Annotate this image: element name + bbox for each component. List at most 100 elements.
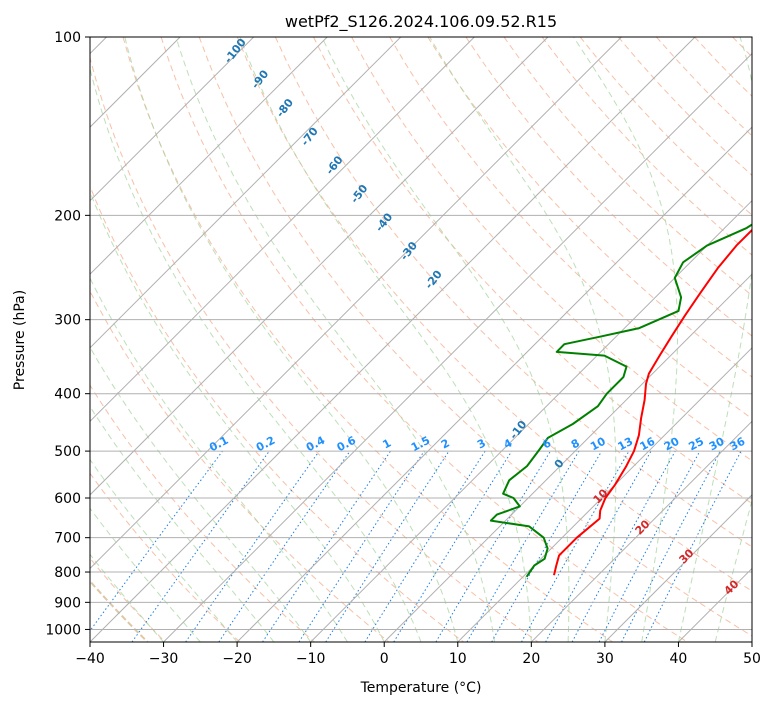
moist-adiabat bbox=[239, 37, 532, 642]
moist-adiabat bbox=[321, 37, 570, 642]
dry-adiabat bbox=[541, 37, 752, 256]
isotherm bbox=[383, 273, 752, 642]
dry-adiabat-label: -30 bbox=[398, 239, 421, 263]
isotherm bbox=[90, 37, 255, 202]
x-tick-label: 0 bbox=[380, 651, 389, 667]
moist-adiabat-label: 30 bbox=[677, 546, 697, 566]
dry-adiabat-label: -70 bbox=[298, 125, 321, 149]
isotherm bbox=[457, 347, 752, 642]
moist-adiabat bbox=[124, 37, 459, 642]
dry-adiabat-label: -80 bbox=[274, 96, 297, 120]
mixing-ratio-label: 20 bbox=[662, 435, 682, 454]
y-tick-label: 800 bbox=[54, 565, 81, 581]
moist-adiabat-label: 40 bbox=[722, 577, 742, 597]
mixing-ratio-line bbox=[364, 450, 486, 642]
y-tick-label: 600 bbox=[54, 491, 81, 507]
plot-frame bbox=[89, 36, 753, 643]
dry-adiabat bbox=[90, 384, 315, 642]
isotherm bbox=[310, 199, 752, 642]
moist-adiabat bbox=[90, 346, 312, 642]
x-tick-label: 20 bbox=[522, 651, 540, 667]
mixing-ratio-label: 6 bbox=[540, 436, 553, 451]
isotherm bbox=[90, 37, 622, 570]
dry-adiabat bbox=[771, 37, 775, 642]
dry-adiabat bbox=[160, 37, 688, 642]
isotherm bbox=[604, 494, 752, 642]
isotherm bbox=[236, 126, 752, 642]
mixing-ratio-label: 2 bbox=[439, 436, 452, 451]
dry-adiabat bbox=[694, 37, 752, 97]
background-lines bbox=[90, 37, 775, 642]
mixing-ratio-line bbox=[90, 450, 223, 632]
dry-adiabat-label: -100 bbox=[222, 36, 249, 66]
mixing-ratio-label: 8 bbox=[569, 436, 582, 451]
dry-adiabat bbox=[465, 37, 752, 337]
profile-lines bbox=[489, 223, 752, 578]
dry-adiabat-label: -60 bbox=[323, 153, 346, 177]
mixing-ratio-line bbox=[325, 450, 450, 642]
moist-adiabat bbox=[175, 37, 496, 642]
y-tick-label: 300 bbox=[54, 313, 81, 329]
isotherm bbox=[90, 37, 549, 496]
mixing-ratio-label: 16 bbox=[638, 435, 658, 454]
moist-adiabat bbox=[90, 553, 164, 642]
dry-adiabat bbox=[90, 472, 241, 642]
mixing-ratio-line bbox=[435, 450, 551, 642]
dry-adiabat bbox=[90, 557, 166, 642]
mixing-ratio-line bbox=[571, 450, 676, 642]
mixing-ratio-line bbox=[218, 450, 351, 642]
moist-adiabat bbox=[90, 190, 385, 642]
x-tick-label: −40 bbox=[75, 651, 105, 667]
moist-adiabat bbox=[429, 37, 617, 642]
mixing-ratio-label: 13 bbox=[616, 435, 636, 454]
moist-adiabat bbox=[90, 458, 238, 642]
x-tick-label: 50 bbox=[743, 651, 761, 667]
dry-adiabat bbox=[90, 185, 464, 642]
dry-adiabat bbox=[274, 37, 752, 548]
isotherm bbox=[90, 37, 402, 349]
mixing-ratio-line bbox=[545, 450, 652, 642]
dry-adiabat bbox=[122, 37, 613, 642]
mixing-ratio-label: 30 bbox=[707, 435, 727, 454]
x-tick-label: 40 bbox=[670, 651, 688, 667]
x-tick-label: 10 bbox=[449, 651, 467, 667]
y-tick-label: 100 bbox=[54, 30, 81, 46]
axis-ticks: −40 −30 −20 −10 0 10 20 30 40 5010020030040050060… bbox=[45, 30, 761, 667]
dry-adiabat-label: 0 bbox=[552, 457, 567, 471]
mixing-ratio-line bbox=[643, 450, 742, 642]
mixing-ratio-line bbox=[598, 450, 701, 642]
dry-adiabat bbox=[236, 37, 752, 592]
moist-adiabat bbox=[90, 405, 275, 642]
temperature-profile bbox=[553, 228, 752, 576]
y-tick-label: 900 bbox=[54, 595, 81, 611]
moist-adiabat bbox=[90, 66, 422, 642]
dry-adiabat bbox=[503, 37, 752, 296]
moist-adiabat bbox=[677, 37, 752, 642]
mixing-ratio-line bbox=[262, 450, 391, 642]
dry-adiabat bbox=[389, 37, 752, 420]
mixing-ratio-line bbox=[185, 450, 320, 642]
mixing-ratio-label: 36 bbox=[728, 435, 748, 454]
moist-adiabat-label: 20 bbox=[633, 517, 653, 537]
x-tick-label: 30 bbox=[596, 651, 614, 667]
y-tick-label: 400 bbox=[54, 387, 81, 403]
mixing-ratio-label: 1 bbox=[380, 436, 393, 451]
dry-adiabat-label: -50 bbox=[348, 182, 371, 206]
dry-adiabat-label: -90 bbox=[249, 67, 272, 91]
grid-lines bbox=[90, 37, 752, 642]
y-tick-label: 500 bbox=[54, 444, 81, 460]
dry-adiabat-label: -40 bbox=[373, 210, 396, 234]
isotherm bbox=[90, 37, 328, 275]
isotherm bbox=[163, 52, 752, 642]
x-tick-label: −10 bbox=[296, 651, 326, 667]
y-tick-label: 200 bbox=[54, 208, 81, 224]
dry-adiabat bbox=[90, 55, 539, 642]
dry-adiabat-label: -10 bbox=[507, 418, 530, 442]
y-tick-label: 1000 bbox=[45, 622, 81, 638]
mixing-ratio-label: 3 bbox=[475, 436, 488, 451]
dry-adiabat-label: -20 bbox=[422, 268, 445, 292]
dry-adiabat bbox=[427, 37, 752, 378]
moist-adiabat bbox=[90, 276, 348, 642]
y-axis-title: Pressure (hPa) bbox=[12, 290, 28, 390]
